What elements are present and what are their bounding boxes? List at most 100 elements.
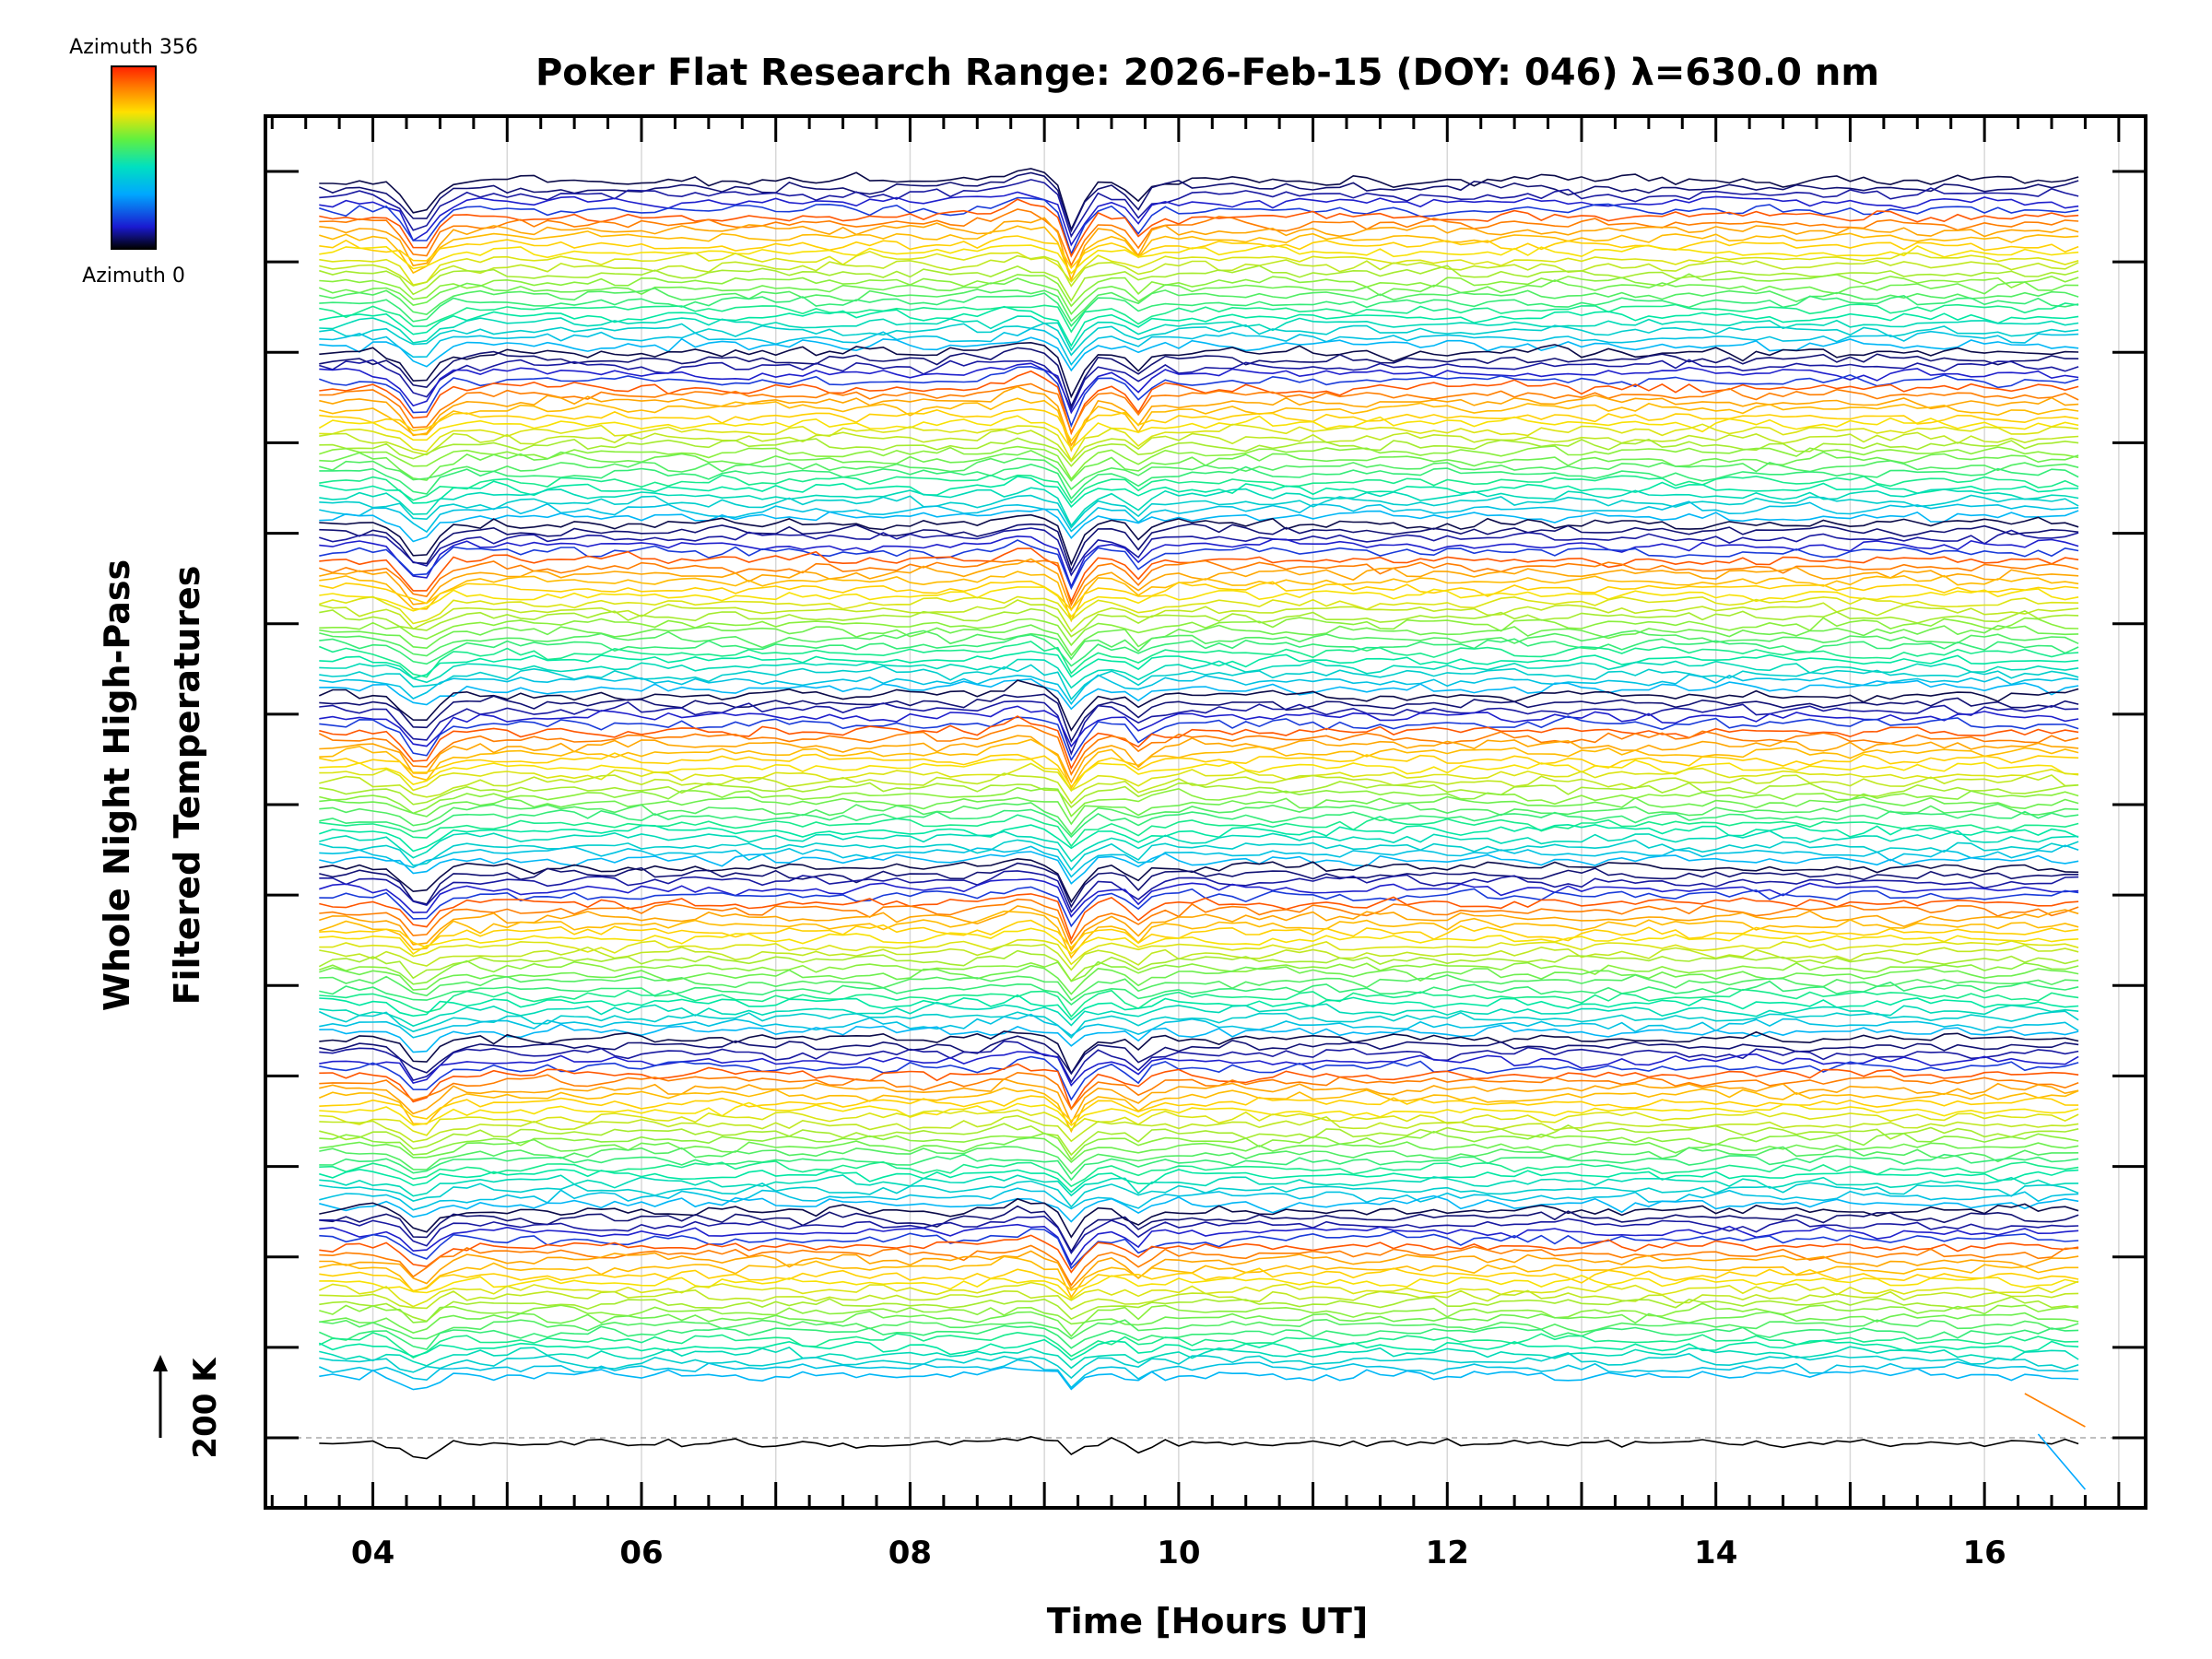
series-line <box>319 494 2079 529</box>
series-line <box>319 265 2079 302</box>
series-line <box>319 397 2079 453</box>
series-line <box>319 196 2079 256</box>
series-line <box>319 450 2079 482</box>
series-line <box>319 617 2079 647</box>
series-line <box>319 677 2079 711</box>
y-axis-title-line1: Whole Night High-Pass <box>97 559 137 1011</box>
series-line <box>319 508 2079 543</box>
series-line <box>319 341 2079 399</box>
series-line <box>319 830 2079 863</box>
series-line <box>318 949 2079 982</box>
series-line <box>319 705 2079 748</box>
series-line <box>319 359 2079 412</box>
series-line <box>319 1063 2079 1111</box>
series-line <box>319 898 2079 946</box>
series-line <box>319 1174 2079 1197</box>
plot-border <box>264 114 2147 1510</box>
x-tick-label: 14 <box>1694 1535 1737 1571</box>
series-line <box>319 1205 2079 1253</box>
series-line <box>319 624 2079 657</box>
series-line <box>319 385 2079 448</box>
series-line <box>319 786 2079 818</box>
series-line <box>319 1051 2079 1087</box>
series-line <box>318 724 2079 776</box>
series-line <box>319 250 2079 286</box>
series-line <box>319 1023 2079 1053</box>
series-line <box>319 429 2079 463</box>
series-line <box>319 758 2079 793</box>
series-line <box>319 595 2079 625</box>
series-line <box>319 273 2079 308</box>
chart-title: Poker Flat Research Range: 2026-Feb-15 (… <box>535 52 1879 94</box>
x-tick-label: 10 <box>1157 1535 1200 1571</box>
series-line-baseline <box>319 1435 2079 1460</box>
series-line <box>319 513 2079 567</box>
series-line <box>319 423 2079 462</box>
x-tick-label: 12 <box>1426 1535 1469 1571</box>
series-line <box>319 1109 2079 1136</box>
series-line <box>319 322 2079 357</box>
series-line <box>319 738 2079 790</box>
series-line <box>319 886 2079 928</box>
series-line <box>319 664 2079 701</box>
series-line <box>319 198 2079 258</box>
series-line <box>319 168 2079 232</box>
series-line <box>319 1366 2079 1391</box>
series-line <box>319 1244 2079 1287</box>
series-line <box>319 715 2079 762</box>
series-line <box>318 1087 2079 1134</box>
series-line <box>319 1180 2079 1208</box>
series-line <box>319 1123 2079 1157</box>
series-line <box>318 1324 2079 1350</box>
series-line <box>319 1197 2079 1239</box>
series-line <box>319 752 2079 788</box>
series-line <box>319 370 2079 436</box>
series-line <box>319 1001 2079 1028</box>
series-line <box>319 905 2079 952</box>
series-line <box>319 571 2079 623</box>
y-axis-title-line2: Filtered Temperatures <box>167 566 207 1006</box>
series-line <box>319 1288 2079 1311</box>
series-line <box>319 994 2079 1021</box>
series-line <box>318 1338 2079 1361</box>
series-line <box>319 814 2079 848</box>
series-line <box>319 1228 2079 1270</box>
series-line <box>319 641 2079 678</box>
series-line <box>319 487 2079 527</box>
series-line <box>319 735 2079 784</box>
series-line <box>319 1194 2079 1223</box>
series-line <box>319 839 2079 872</box>
series-line <box>319 844 2079 878</box>
series-line <box>319 1275 2079 1300</box>
series-line <box>319 1035 2079 1076</box>
series-line <box>2037 1433 2087 1490</box>
series-line <box>319 539 2079 591</box>
series-line <box>319 559 2079 607</box>
series-line <box>319 1296 2079 1323</box>
series-line <box>319 1168 2079 1194</box>
scale-arrow <box>153 1355 168 1438</box>
series-line <box>318 1331 2079 1359</box>
series-line <box>319 445 2079 481</box>
series-line <box>319 893 2079 942</box>
series-line <box>319 802 2079 836</box>
series-line <box>319 474 2079 504</box>
series-line <box>319 857 2079 903</box>
series-line <box>319 910 2079 959</box>
scale-label: 200 K <box>187 1357 224 1459</box>
series-line <box>319 762 2079 792</box>
series-line <box>319 244 2079 275</box>
series-line <box>319 1318 2079 1340</box>
series-line <box>319 1030 2079 1076</box>
series-line <box>319 1130 2079 1161</box>
series-line <box>319 607 2079 638</box>
series-line <box>319 808 2079 839</box>
series-line <box>319 927 2079 955</box>
series-line <box>2024 1393 2086 1428</box>
x-tick-label: 16 <box>1962 1535 2006 1571</box>
series-line <box>319 988 2079 1018</box>
series-line <box>319 862 2079 909</box>
series-line <box>319 523 2079 573</box>
series-line <box>319 382 2079 434</box>
